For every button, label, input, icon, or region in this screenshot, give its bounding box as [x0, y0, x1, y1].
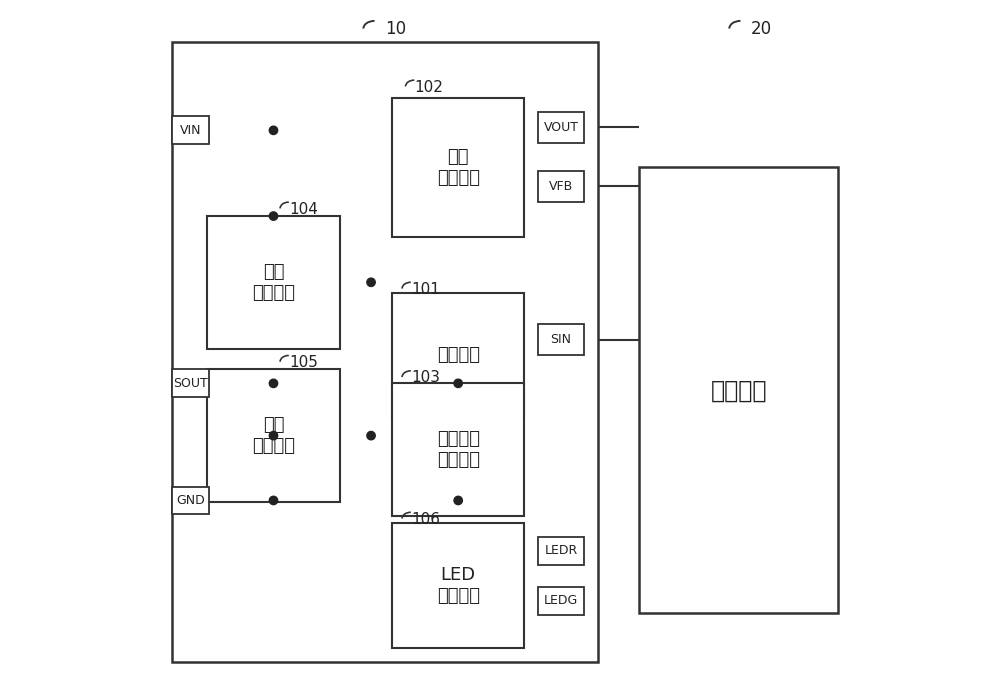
Circle shape — [454, 379, 462, 388]
Text: LED
驱动模块: LED 驱动模块 — [437, 566, 480, 605]
Text: 10: 10 — [385, 20, 406, 38]
Bar — [392, 523, 524, 648]
Text: 20: 20 — [751, 20, 772, 38]
Text: LEDR: LEDR — [544, 544, 578, 557]
Text: 101: 101 — [411, 282, 440, 297]
Text: 105: 105 — [289, 355, 318, 370]
Bar — [538, 171, 584, 202]
Bar — [172, 42, 598, 662]
Text: LEDG: LEDG — [544, 595, 578, 607]
Bar — [207, 369, 340, 502]
Bar — [538, 587, 584, 615]
Circle shape — [269, 496, 278, 505]
Circle shape — [269, 379, 278, 388]
Bar — [538, 537, 584, 565]
Text: 第二
可控开关: 第二 可控开关 — [252, 416, 295, 455]
Text: VIN: VIN — [180, 124, 201, 137]
Text: 霍尔器件: 霍尔器件 — [710, 378, 767, 402]
Bar — [392, 293, 524, 418]
Bar — [207, 216, 340, 348]
Text: SIN: SIN — [550, 333, 571, 346]
Circle shape — [454, 496, 462, 505]
Bar — [172, 116, 209, 144]
Text: 电压
调整模块: 电压 调整模块 — [437, 148, 480, 187]
Circle shape — [269, 431, 278, 440]
Bar — [392, 98, 524, 237]
Bar — [172, 487, 209, 514]
Text: 103: 103 — [411, 370, 440, 385]
Bar — [538, 112, 584, 143]
Text: VFB: VFB — [549, 180, 573, 193]
Circle shape — [269, 126, 278, 135]
Text: GND: GND — [176, 494, 205, 507]
Circle shape — [367, 431, 375, 440]
Bar — [639, 167, 838, 613]
Text: 106: 106 — [411, 512, 440, 527]
Text: 第一
可控开关: 第一 可控开关 — [252, 263, 295, 302]
Text: 控制模块: 控制模块 — [437, 346, 480, 365]
Text: SOUT: SOUT — [173, 377, 208, 390]
Circle shape — [269, 212, 278, 220]
Text: 104: 104 — [289, 201, 318, 217]
Text: 输出类型
检测模块: 输出类型 检测模块 — [437, 430, 480, 469]
Bar — [392, 383, 524, 516]
Text: VOUT: VOUT — [543, 121, 578, 134]
Text: 102: 102 — [414, 79, 443, 95]
Circle shape — [367, 278, 375, 286]
Bar — [172, 369, 209, 397]
Bar — [538, 324, 584, 355]
